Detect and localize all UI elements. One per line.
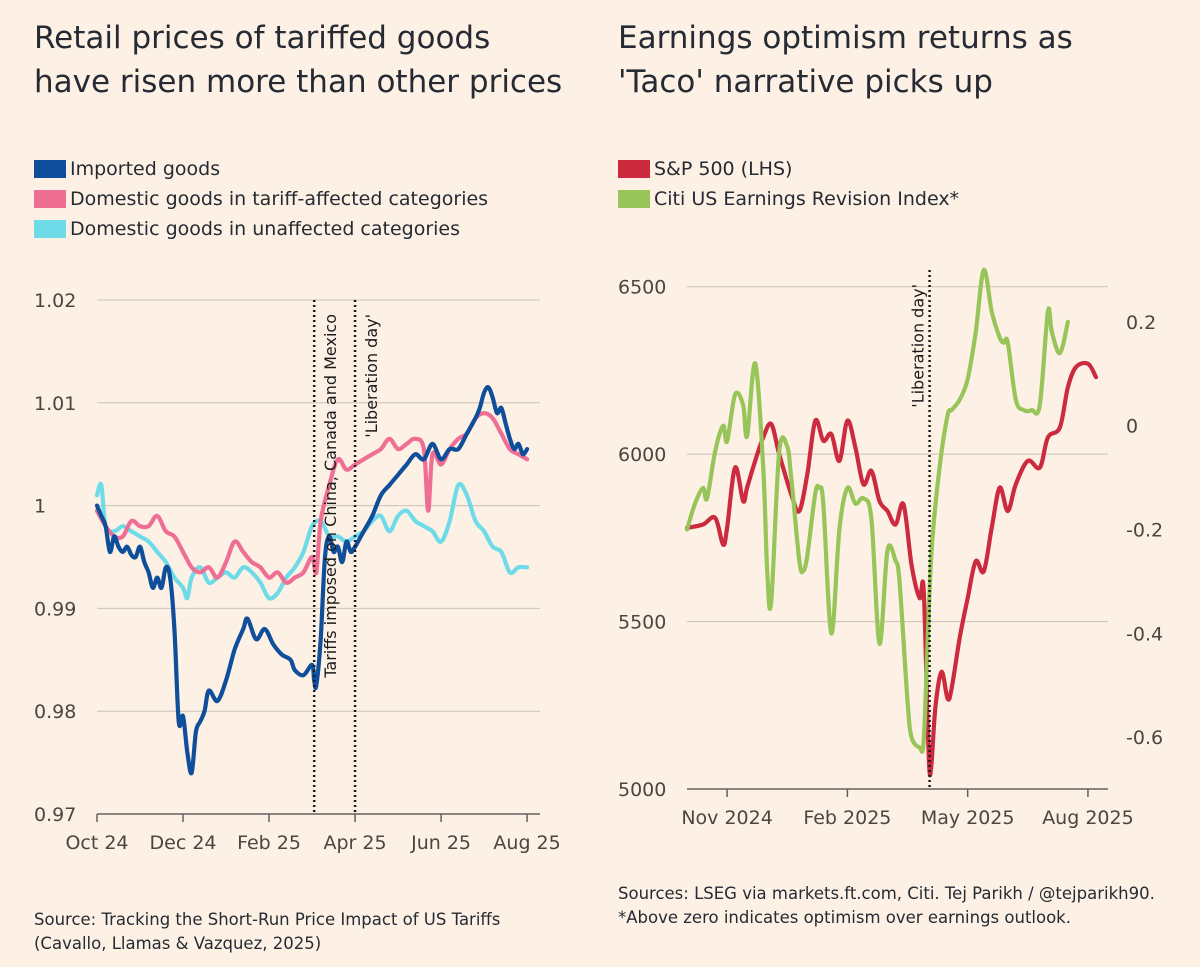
y-tick-label: 0.97: [34, 804, 76, 826]
legend-swatch: [34, 160, 66, 178]
legend-label: Imported goods: [70, 158, 221, 180]
y-right-tick-label: -0.4: [1126, 623, 1163, 645]
x-tick-label: Oct 24: [65, 832, 128, 854]
y-right-tick-label: -0.6: [1126, 727, 1163, 749]
legend-label: Domestic goods in unaffected categories: [70, 218, 461, 240]
legend-item-sp500: S&P 500 (LHS): [618, 154, 959, 184]
legend-item-domestic-tariff-affected: Domestic goods in tariff-affected catego…: [34, 184, 488, 214]
y-right-tick-label: 0.2: [1126, 312, 1156, 334]
event-label: Tariffs imposed on China, Canada and Mex…: [321, 314, 340, 679]
right-chart: 5000 5500 6000 6500 -0.6 -0.4 -0.2 0 0.2 Nov 2024…: [600, 0, 1200, 967]
series-line-domestic-goods-in-tariff-affected-categories: [94, 411, 530, 585]
x-tick-label: Dec 24: [150, 832, 217, 854]
left-chart-svg: 0.97 0.98 0.99 1 1.01 1.02 Oct 24 Dec 24 Feb 25 A…: [34, 290, 561, 854]
right-chart-title: Earnings optimism returns as 'Taco' narr…: [618, 20, 1073, 100]
x-tick-label: Aug 25: [493, 832, 560, 854]
right-chart-panel: 5000 5500 6000 6500 -0.6 -0.4 -0.2 0 0.2 Nov 2024…: [600, 0, 1200, 967]
x-tick-label: Feb 25: [237, 832, 301, 854]
right-chart-legend: S&P 500 (LHS) Citi US Earnings Revision …: [618, 154, 959, 214]
event-label: 'Liberation day': [909, 284, 928, 408]
y-right-tick-label: 0: [1126, 416, 1138, 438]
y-left-tick-label: 5000: [618, 779, 666, 801]
legend-label: S&P 500 (LHS): [654, 158, 793, 180]
series-line-imported-goods: [94, 385, 530, 776]
event-label: 'Liberation day': [362, 314, 381, 438]
x-tick-label: Apr 25: [324, 832, 387, 854]
x-tick-label: May 2025: [921, 807, 1015, 829]
legend-swatch: [618, 160, 650, 178]
left-chart-legend: Imported goods Domestic goods in tariff-…: [34, 154, 488, 244]
legend-label: Citi US Earnings Revision Index*: [654, 188, 960, 210]
left-chart-title: Retail prices of tariffed goods have ris…: [34, 20, 563, 100]
y-left-tick-label: 6000: [618, 444, 666, 466]
right-chart-source: Sources: LSEG via markets.ft.com, Citi. …: [618, 884, 1155, 927]
series-line-citi-revision-index: [684, 267, 1070, 754]
legend-item-citi-revision-index: Citi US Earnings Revision Index*: [618, 184, 959, 214]
y-tick-label: 1.02: [34, 290, 76, 312]
left-chart-source: Source: Tracking the Short-Run Price Imp…: [34, 910, 501, 953]
legend-item-domestic-unaffected: Domestic goods in unaffected categories: [34, 214, 488, 244]
right-chart-svg: 5000 5500 6000 6500 -0.6 -0.4 -0.2 0 0.2 Nov 2024…: [618, 267, 1163, 829]
legend-swatch: [34, 220, 66, 238]
y-left-tick-label: 5500: [618, 612, 666, 634]
legend-swatch: [618, 190, 650, 208]
y-tick-label: 0.98: [34, 701, 76, 723]
x-tick-label: Jun 25: [410, 832, 471, 854]
x-tick-label: Feb 2025: [803, 807, 891, 829]
y-right-tick-label: -0.2: [1126, 520, 1163, 542]
y-tick-label: 0.99: [34, 598, 76, 620]
left-chart-panel: 0.97 0.98 0.99 1 1.01 1.02 Oct 24 Dec 24 Feb 25 A…: [34, 20, 563, 953]
left-chart: 0.97 0.98 0.99 1 1.01 1.02 Oct 24 Dec 24 Feb 25 A…: [34, 290, 561, 854]
y-tick-label: 1.01: [34, 393, 76, 415]
x-tick-label: Nov 2024: [681, 807, 772, 829]
legend-swatch: [34, 190, 66, 208]
series-line-domestic-goods-in-unaffected-categories: [94, 481, 530, 601]
y-tick-label: 1: [34, 496, 46, 518]
y-left-tick-label: 6500: [618, 277, 666, 299]
x-tick-label: Aug 2025: [1042, 807, 1134, 829]
legend-label: Domestic goods in tariff-affected catego…: [70, 188, 489, 210]
legend-item-imported-goods: Imported goods: [34, 154, 488, 184]
